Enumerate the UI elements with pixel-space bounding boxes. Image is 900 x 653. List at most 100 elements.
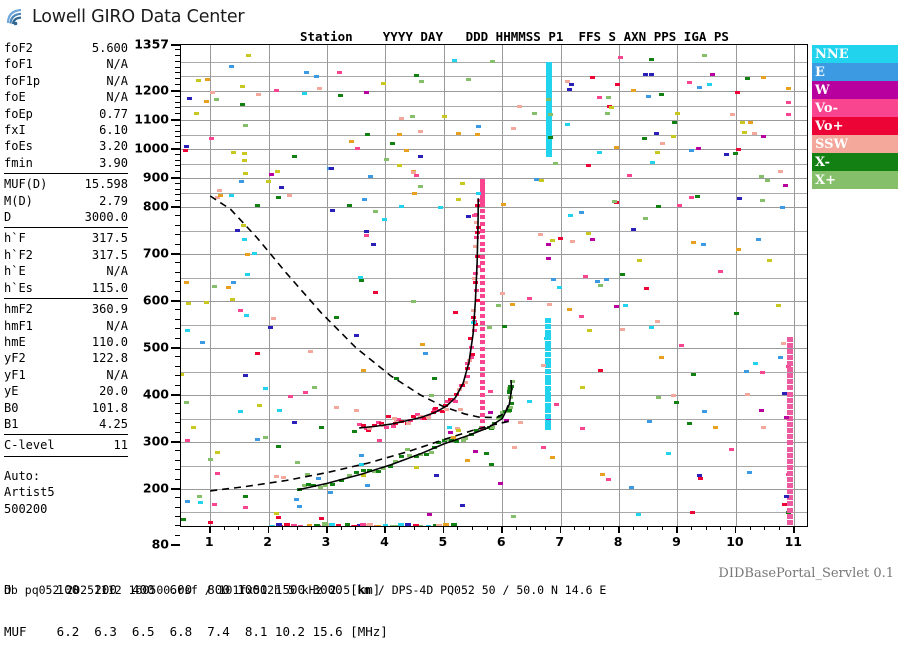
legend-item-vo[interactable]: Vo+ bbox=[812, 117, 898, 135]
echo-point bbox=[280, 476, 286, 480]
echo-point bbox=[760, 199, 766, 203]
y-tick-minor bbox=[175, 281, 180, 283]
echo-point bbox=[594, 280, 600, 284]
x-tick-minor bbox=[340, 527, 342, 530]
legend-item-e[interactable]: E bbox=[812, 63, 898, 81]
echo-point bbox=[706, 83, 712, 87]
x-tick-minor bbox=[588, 527, 590, 530]
echo-point bbox=[234, 229, 240, 233]
legend-item-nne[interactable]: NNE bbox=[812, 45, 898, 63]
echo-point bbox=[642, 73, 648, 77]
echo-point bbox=[479, 386, 485, 391]
echo-point bbox=[263, 387, 269, 391]
legend-item-vo[interactable]: Vo- bbox=[812, 99, 898, 117]
echo-point bbox=[280, 525, 286, 526]
echo-point bbox=[619, 272, 625, 276]
param-key: h`F bbox=[4, 231, 26, 246]
echo-point bbox=[474, 221, 480, 224]
echo-point bbox=[287, 194, 293, 198]
param-key: MUF(D) bbox=[4, 177, 48, 192]
y-tick-minor bbox=[175, 469, 180, 471]
echo-point bbox=[500, 203, 506, 207]
echo-point bbox=[217, 189, 223, 193]
echo-point bbox=[381, 466, 387, 470]
echo-point bbox=[544, 414, 551, 420]
x-tick-minor bbox=[574, 527, 576, 530]
ionogram-plot[interactable] bbox=[180, 44, 808, 527]
echo-point bbox=[406, 421, 412, 425]
vertical-gridline bbox=[385, 45, 387, 526]
echo-point bbox=[786, 452, 793, 458]
echo-point bbox=[209, 136, 215, 140]
legend-item-x[interactable]: X- bbox=[812, 153, 898, 171]
echo-point bbox=[775, 304, 781, 308]
echo-point bbox=[479, 327, 485, 332]
param-key: M(D) bbox=[4, 193, 33, 208]
y-tick-minor bbox=[175, 224, 180, 226]
echo-point bbox=[785, 101, 791, 105]
echo-point bbox=[557, 285, 563, 289]
param-row: hmF1 N/A bbox=[4, 318, 128, 334]
auto-label: Auto: bbox=[4, 469, 41, 483]
echo-point bbox=[755, 237, 761, 241]
legend-item-ssw[interactable]: SSW bbox=[812, 135, 898, 153]
echo-point bbox=[185, 329, 191, 333]
legend-item-x[interactable]: X+ bbox=[812, 171, 898, 189]
echo-point bbox=[545, 131, 552, 137]
echo-point bbox=[205, 78, 211, 82]
echo-point bbox=[696, 147, 702, 151]
horizontal-gridline bbox=[181, 91, 807, 92]
echo-point bbox=[479, 203, 485, 208]
x-tick-minor bbox=[326, 527, 328, 530]
echo-point bbox=[392, 459, 398, 463]
param-value: 5.600 bbox=[91, 41, 128, 55]
echo-point bbox=[630, 228, 636, 232]
echo-point bbox=[256, 92, 262, 96]
horizontal-gridline-minor bbox=[181, 324, 807, 326]
echo-point bbox=[479, 199, 485, 204]
echo-point bbox=[786, 397, 793, 403]
legend-item-w[interactable]: W bbox=[812, 81, 898, 99]
echo-point bbox=[606, 95, 612, 99]
echo-point bbox=[241, 224, 246, 228]
echo-point bbox=[452, 400, 458, 404]
echo-point bbox=[432, 524, 438, 526]
echo-point bbox=[330, 209, 336, 213]
database-source-line: db pq052 20251112 160500.rsf / 101fx512h… bbox=[4, 583, 607, 597]
echo-point bbox=[429, 450, 434, 454]
echo-point bbox=[196, 495, 202, 499]
echo-point bbox=[545, 79, 552, 85]
y-tick-minor bbox=[175, 290, 180, 292]
direction-legend[interactable]: NNE E W Vo- Vo+ SSW X- X+ bbox=[812, 45, 898, 189]
echo-point bbox=[620, 327, 626, 331]
param-value: 2.79 bbox=[99, 193, 128, 208]
x-tick-minor bbox=[720, 527, 722, 530]
echo-point bbox=[648, 73, 654, 77]
echo-point bbox=[274, 170, 280, 174]
echo-point bbox=[381, 81, 387, 85]
echo-point bbox=[440, 410, 446, 414]
echo-point bbox=[511, 445, 517, 449]
echo-point bbox=[390, 525, 397, 526]
echo-point bbox=[666, 452, 672, 456]
echo-point bbox=[376, 439, 382, 442]
y-tick-label: 300 bbox=[142, 433, 169, 449]
echo-point bbox=[739, 121, 745, 125]
echo-point bbox=[527, 399, 533, 403]
echo-point bbox=[349, 139, 355, 143]
horizontal-gridline-minor bbox=[181, 512, 807, 514]
echo-point bbox=[544, 419, 551, 425]
y-tick-minor bbox=[175, 431, 180, 433]
echo-point bbox=[545, 145, 552, 151]
station-header-labels: Station YYYY DAY DDD HHMMSS P1 FFS S AXN… bbox=[300, 29, 729, 44]
echo-point bbox=[579, 386, 585, 390]
x-tick-label: 1 bbox=[204, 534, 214, 549]
echo-point bbox=[495, 303, 501, 307]
echo-point bbox=[398, 117, 404, 121]
y-tick-minor bbox=[175, 113, 180, 115]
echo-point bbox=[786, 519, 793, 525]
echo-point bbox=[469, 352, 475, 356]
echo-point bbox=[390, 425, 396, 429]
param-value: 3.20 bbox=[99, 139, 128, 154]
echo-point bbox=[479, 353, 485, 358]
